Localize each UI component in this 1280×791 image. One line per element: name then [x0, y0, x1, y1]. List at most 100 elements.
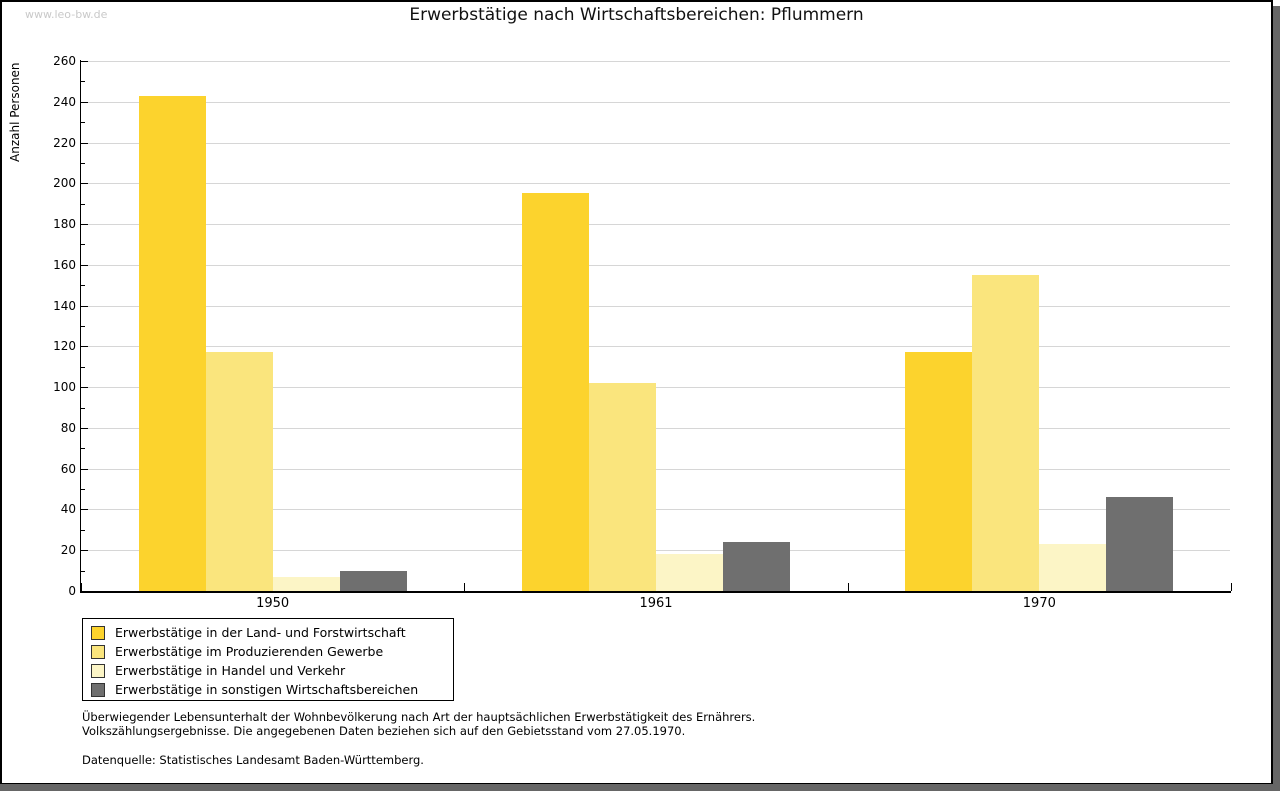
- y-tick-label: 0: [68, 584, 76, 598]
- chart-content: www.leo-bw.de Erwerbstätige nach Wirtsch…: [2, 2, 1271, 783]
- y-tick-minor: [81, 203, 85, 205]
- legend-row: Erwerbstätige in sonstigen Wirtschaftsbe…: [83, 680, 453, 699]
- legend-row: Erwerbstätige im Produzierenden Gewerbe: [83, 642, 453, 661]
- y-tick-label: 220: [53, 135, 76, 150]
- footnote: Überwiegender Lebensunterhalt der Wohnbe…: [82, 710, 902, 738]
- footnote-line1: Überwiegender Lebensunterhalt der Wohnbe…: [82, 710, 756, 724]
- x-tick-label: 1970: [1022, 596, 1056, 611]
- y-tick-major: [81, 264, 88, 266]
- gridline: [82, 183, 1230, 185]
- legend-swatch: [91, 625, 105, 640]
- y-tick-label: 20: [60, 543, 76, 558]
- bar-1970-series3: [1039, 544, 1107, 591]
- y-tick-minor: [81, 244, 85, 246]
- legend-row: Erwerbstätige in der Land- und Forstwirt…: [83, 623, 453, 642]
- bar-1950-series1: [138, 96, 206, 591]
- y-tick-minor: [81, 162, 85, 164]
- y-tick-label: 160: [53, 257, 76, 272]
- gridline: [82, 224, 1230, 226]
- gridline: [82, 468, 1230, 470]
- y-tick-label: 140: [53, 298, 76, 313]
- y-axis-label: Anzahl Personen: [8, 62, 22, 162]
- x-boundary-tick: [464, 583, 465, 591]
- legend-label: Erwerbstätige im Produzierenden Gewerbe: [115, 644, 384, 659]
- legend-label: Erwerbstätige in Handel und Verkehr: [115, 663, 346, 678]
- frame-shadow-bottom: [0, 784, 1280, 791]
- y-tick-minor: [81, 326, 85, 327]
- y-axis-line: [80, 60, 81, 592]
- y-tick-label: 120: [53, 339, 76, 354]
- legend-rows: Erwerbstätige in der Land- und Forstwirt…: [83, 623, 453, 699]
- bar-1970-series1: [905, 352, 973, 591]
- y-tick-major: [81, 346, 88, 348]
- y-tick-major: [81, 387, 88, 389]
- x-tick-label: 1961: [639, 596, 673, 611]
- gridline: [82, 346, 1230, 348]
- y-tick-label: 100: [53, 380, 76, 395]
- bar-1961-series4: [723, 542, 790, 591]
- x-tick-label: 1950: [256, 596, 290, 611]
- gridline: [82, 142, 1230, 144]
- y-tick-label: 80: [60, 420, 76, 435]
- frame-shadow-right: [1273, 6, 1280, 784]
- legend-swatch: [91, 644, 105, 659]
- bar-1950-series2: [205, 352, 273, 591]
- y-tick-major: [81, 305, 88, 307]
- y-tick-minor: [81, 122, 85, 124]
- x-boundary-tick: [848, 583, 849, 591]
- bar-1970-series4: [1106, 497, 1174, 591]
- y-tick-label: 40: [60, 502, 76, 517]
- bar-1950-series4: [339, 571, 407, 591]
- gridline: [82, 427, 1230, 429]
- x-boundary-tick: [81, 583, 82, 591]
- legend-swatch: [91, 663, 105, 678]
- watermark: www.leo-bw.de: [25, 8, 108, 21]
- x-boundary-tick: [1231, 583, 1232, 591]
- data-source: Datenquelle: Statistisches Landesamt Bad…: [82, 753, 424, 767]
- bar-1961-series2: [589, 383, 656, 591]
- gridline: [82, 264, 1230, 266]
- y-tick-minor: [81, 407, 85, 409]
- y-tick-major: [81, 61, 88, 62]
- y-tick-minor: [81, 366, 85, 368]
- gridline: [82, 550, 1230, 552]
- y-tick-major: [81, 427, 88, 429]
- x-axis-line: [80, 591, 1231, 593]
- gridline: [82, 387, 1230, 389]
- legend-label: Erwerbstätige in der Land- und Forstwirt…: [115, 625, 406, 640]
- y-tick-minor: [81, 570, 85, 572]
- legend-swatch: [91, 682, 105, 697]
- y-tick-label: 200: [53, 176, 76, 191]
- chart-title: Erwerbstätige nach Wirtschaftsbereichen:…: [409, 5, 864, 25]
- gridline: [82, 61, 1230, 62]
- x-tick-labels: 1950 1961 1970: [2, 596, 1271, 614]
- y-tick-major: [81, 550, 88, 552]
- y-tick-major: [81, 183, 88, 185]
- bar-1970-series2: [972, 275, 1040, 591]
- gridline: [82, 509, 1230, 511]
- legend-label: Erwerbstätige in sonstigen Wirtschaftsbe…: [115, 682, 419, 697]
- y-tick-minor: [81, 448, 85, 450]
- bar-1961-series3: [656, 554, 723, 591]
- y-tick-label: 180: [53, 217, 76, 232]
- y-tick-label: 60: [60, 461, 76, 476]
- y-tick-minor: [81, 489, 85, 491]
- y-tick-label: 240: [53, 94, 76, 109]
- y-tick-minor: [81, 285, 85, 287]
- y-tick-label: 260: [53, 54, 76, 68]
- gridline: [82, 305, 1230, 307]
- y-tick-major: [81, 101, 88, 103]
- gridline: [82, 101, 1230, 103]
- y-tick-major: [81, 468, 88, 470]
- y-tick-major: [81, 224, 88, 226]
- y-tick-major: [81, 142, 88, 144]
- bar-1961-series1: [522, 193, 589, 591]
- bar-1950-series3: [272, 577, 340, 591]
- y-tick-major: [81, 509, 88, 511]
- legend-box: Erwerbstätige in der Land- und Forstwirt…: [82, 618, 454, 701]
- plot-area: [81, 61, 1232, 591]
- y-tick-minor: [81, 81, 85, 83]
- footnote-line2: Volkszählungsergebnisse. Die angegebenen…: [82, 724, 686, 738]
- y-tick-minor: [81, 529, 85, 531]
